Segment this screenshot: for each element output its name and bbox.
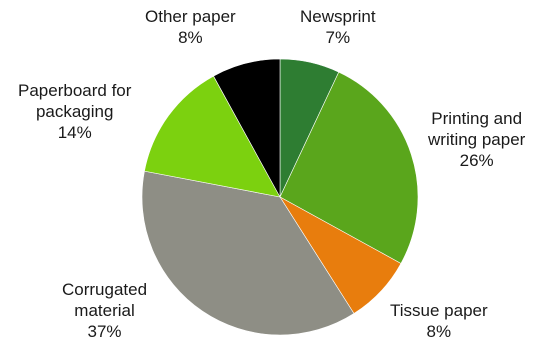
slice-value: 37% [87, 322, 122, 341]
slice-name: Newsprint [300, 7, 376, 26]
slice-value: 7% [325, 28, 351, 47]
slice-value: 8% [426, 322, 452, 341]
slice-name-line-2: packaging [35, 102, 114, 121]
slice-label-paperboard: Paperboard for packaging 14% [18, 80, 131, 143]
pie-slice-other-paper [213, 58, 281, 198]
slice-name: Other paper [145, 7, 236, 26]
slice-name-line-2: material [74, 301, 135, 320]
slice-name-line-1: Printing and [431, 109, 523, 128]
slice-name-line-2: writing paper [428, 130, 526, 149]
slice-value: 8% [178, 28, 203, 47]
slice-label-other-paper: Other paper 8% [145, 6, 236, 48]
pie-slice-corrugated-material [141, 170, 355, 336]
pie-slice-paperboard-for-packaging [144, 75, 281, 198]
slice-value: 14% [57, 123, 92, 142]
slice-name: Tissue paper [390, 301, 488, 320]
slice-value: 26% [459, 151, 494, 170]
slice-name-line-1: Paperboard for [18, 81, 132, 100]
slice-label-tissue: Tissue paper 8% [390, 300, 488, 342]
slice-label-newsprint: Newsprint 7% [300, 6, 376, 48]
slice-label-printing-writing: Printing and writing paper 26% [428, 108, 525, 171]
slice-name-line-1: Corrugated [62, 280, 148, 299]
slice-label-corrugated: Corrugated material 37% [62, 279, 147, 342]
